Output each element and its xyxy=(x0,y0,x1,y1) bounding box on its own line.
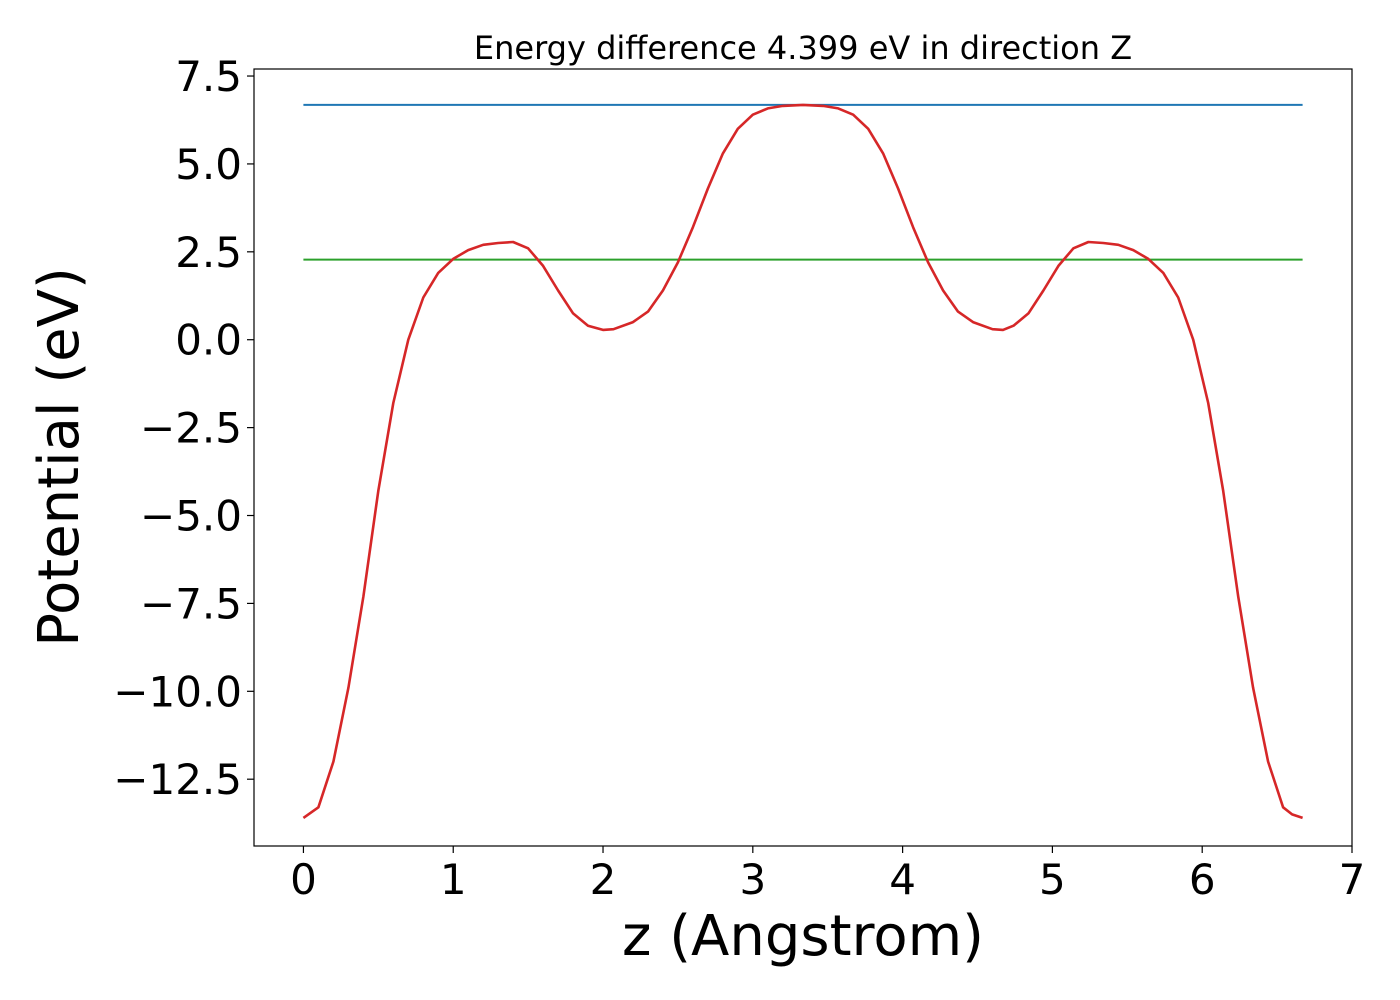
chart-title: Energy difference 4.399 eV in direction … xyxy=(474,29,1132,67)
x-tick-label: 4 xyxy=(889,855,916,904)
x-tick-label: 6 xyxy=(1189,855,1216,904)
y-tick-label: 7.5 xyxy=(175,52,242,101)
x-tick-label: 7 xyxy=(1339,855,1366,904)
x-tick-label: 1 xyxy=(440,855,467,904)
y-tick-label: −10.0 xyxy=(113,667,242,716)
y-tick-label: −2.5 xyxy=(140,404,242,453)
y-tick-label: 2.5 xyxy=(175,228,242,277)
plot-lines xyxy=(302,103,1304,820)
x-tick-label: 2 xyxy=(590,855,617,904)
y-tick-label: −12.5 xyxy=(113,755,242,804)
y-axis: −12.5 −10.0 −7.5 −5.0 −2.5 0.0 2.5 5.0 7.5 xyxy=(113,52,254,804)
x-tick-label: 5 xyxy=(1039,855,1066,904)
y-tick-label: 0.0 xyxy=(175,316,242,365)
series-line-3 xyxy=(302,103,1304,820)
x-tick-label: 0 xyxy=(290,855,317,904)
y-axis-label: Potential (eV) xyxy=(27,267,92,647)
y-tick-label: −5.0 xyxy=(140,492,242,541)
x-axis: 0 1 2 3 4 5 6 7 xyxy=(290,846,1365,904)
y-tick-label: 5.0 xyxy=(175,140,242,189)
x-tick-label: 3 xyxy=(739,855,766,904)
x-axis-label: z (Angstrom) xyxy=(622,904,984,969)
y-tick-label: −7.5 xyxy=(140,579,242,628)
plot-frame xyxy=(253,68,1353,847)
